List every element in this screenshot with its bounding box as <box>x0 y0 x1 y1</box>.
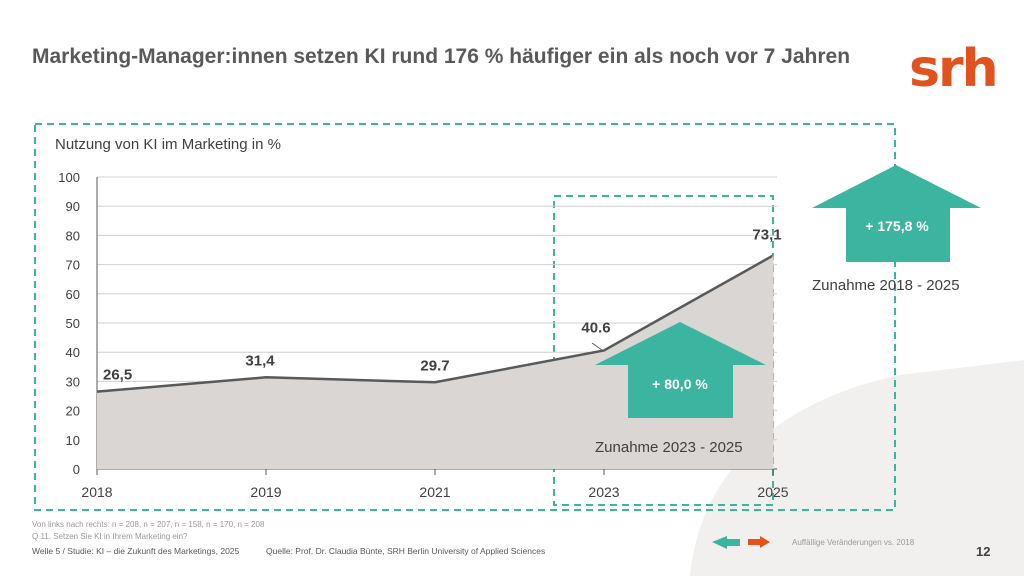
legend-arrows <box>712 532 770 549</box>
y-tick-label: 50 <box>66 316 80 331</box>
area-series <box>96 254 774 469</box>
y-tick-label: 0 <box>73 462 80 477</box>
source-note: Quelle: Prof. Dr. Claudia Bünte, SRH Ber… <box>266 546 546 556</box>
y-axis-ticks: 0 10 20 30 40 50 60 70 80 90 100 <box>58 170 80 477</box>
area-fill <box>97 255 773 469</box>
arrow-label-2018-2025: + 175,8 % <box>865 218 929 234</box>
srh-logo: srh <box>909 39 999 98</box>
caption-2018-2025: Zunahme 2018 - 2025 <box>812 277 960 294</box>
data-label: 31,4 <box>245 352 275 369</box>
y-tick-label: 30 <box>66 374 80 389</box>
y-tick-label: 70 <box>66 258 80 273</box>
increase-arrow-2018-2025: + 175,8 % <box>812 165 981 262</box>
data-label: 26,5 <box>103 367 132 384</box>
legend-text: Auffällige Veränderungen vs. 2018 <box>792 538 915 547</box>
y-tick-label: 80 <box>66 228 80 243</box>
label-leader-line <box>591 342 603 351</box>
y-tick-label: 60 <box>66 287 80 302</box>
series-line <box>96 254 774 393</box>
y-tick-label: 20 <box>66 404 80 419</box>
x-tick-label: 2025 <box>757 484 788 500</box>
caption-2023-2025: Zunahme 2023 - 2025 <box>595 439 743 456</box>
y-tick-label: 100 <box>58 170 80 185</box>
data-label: 29.7 <box>420 357 449 374</box>
x-tick-label: 2021 <box>419 484 450 500</box>
page-title: Marketing-Manager:innen setzen KI rund 1… <box>32 45 851 68</box>
x-axis-ticks: 2018 2019 2021 2023 2025 <box>81 469 789 500</box>
y-tick-label: 10 <box>66 433 80 448</box>
sample-note: Von links nach rechts: n = 208, n = 207,… <box>32 520 265 529</box>
data-labels: 26,5 31,4 29.7 40.6 73,1 <box>103 227 782 384</box>
x-tick-label: 2019 <box>250 484 281 500</box>
increase-arrow-2023-2025: + 80,0 % <box>595 322 766 418</box>
data-label: 40.6 <box>581 319 610 336</box>
chart-title: Nutzung von KI im Marketing in % <box>55 136 281 153</box>
arrow-label-2023-2025: + 80,0 % <box>652 376 708 392</box>
data-label: 73,1 <box>752 227 781 244</box>
page-number: 12 <box>976 544 991 559</box>
y-tick-label: 40 <box>66 345 80 360</box>
x-tick-label: 2018 <box>81 484 112 500</box>
y-tick-label: 90 <box>66 199 80 214</box>
svg-text:srh: srh <box>909 39 997 98</box>
outer-dashed-frame <box>34 123 896 511</box>
question-note: Q 11. Setzen Sie KI in Ihrem Marketing e… <box>32 532 188 541</box>
x-tick-label: 2023 <box>588 484 619 500</box>
wave-note: Welle 5 / Studie: KI – die Zukunft des M… <box>32 546 240 556</box>
